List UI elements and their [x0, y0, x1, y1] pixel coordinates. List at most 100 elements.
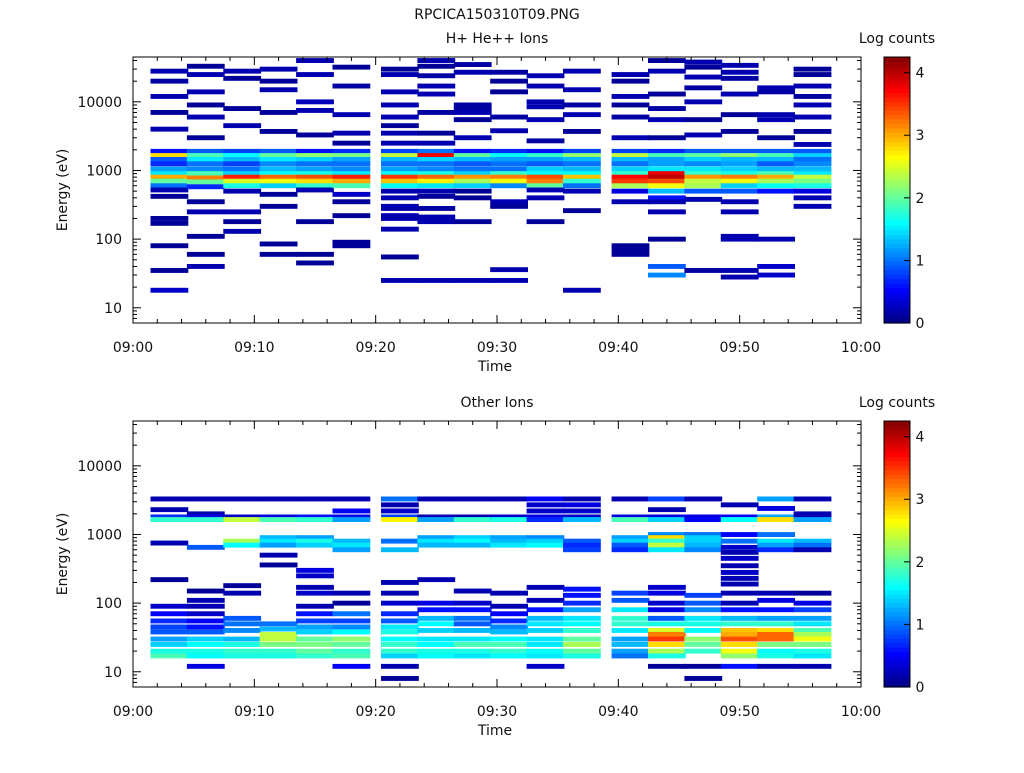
colorbar-segment [884, 70, 910, 76]
heatmap-cell [381, 611, 419, 617]
heatmap-cell [223, 642, 262, 647]
colorbar-segment [884, 438, 910, 444]
colorbar-segment [884, 203, 910, 209]
heatmap-cell [648, 600, 686, 606]
heatmap-cell [332, 590, 371, 596]
colorbar-segment [884, 647, 910, 653]
heatmap-cell [453, 615, 492, 621]
heatmap-cell [259, 562, 298, 568]
heatmap-cell [150, 78, 189, 84]
heatmap-cell [150, 577, 189, 583]
heatmap-cell [381, 618, 419, 624]
heatmap-cell [259, 642, 298, 647]
heatmap-cell [332, 618, 371, 624]
colorbar-segment [884, 452, 910, 458]
heatmap-cell [186, 72, 225, 77]
heatmap-cell [453, 538, 492, 544]
heatmap-cell [611, 535, 650, 541]
heatmap-cell [381, 166, 419, 172]
heatmap-cell [296, 573, 334, 579]
heatmap-cell [417, 642, 456, 647]
heatmap-cell [186, 184, 225, 190]
colorbar-segment [884, 136, 910, 142]
heatmap-cell [381, 514, 419, 520]
heatmap-cell [453, 161, 492, 167]
heatmap-cell [490, 89, 528, 95]
heatmap-cell [381, 195, 419, 201]
heatmap-cell [490, 157, 528, 162]
heatmap-cell [296, 174, 334, 180]
x-tick-label: 09:00 [113, 340, 153, 356]
heatmap-cell [186, 663, 225, 669]
heatmap-cell [381, 213, 419, 219]
heatmap-cell [684, 592, 723, 598]
heatmap-cell [223, 542, 262, 548]
heatmap-cell [296, 187, 334, 193]
x-tick-label: 09:10 [234, 340, 274, 356]
heatmap-cell [793, 628, 832, 633]
heatmap-cell [757, 178, 795, 184]
colorbar-segment [884, 243, 910, 249]
heatmap-cell [757, 171, 795, 177]
heatmap-cell [296, 567, 334, 573]
colorbar-segment [884, 141, 910, 147]
heatmap-cell [453, 62, 492, 67]
heatmap-cell [648, 615, 686, 621]
heatmap-cell [526, 514, 565, 520]
heatmap-cell [720, 153, 759, 158]
heatmap-cell [720, 112, 759, 118]
colorbar-label: Log counts [859, 31, 935, 47]
heatmap-cell [757, 153, 795, 158]
heatmap-cell [223, 628, 262, 633]
heatmap-cell [150, 611, 189, 617]
heatmap-cell [417, 517, 456, 522]
heatmap-cell [611, 153, 650, 158]
heatmap-cell [648, 648, 686, 654]
heatmap-cell [381, 153, 419, 158]
heatmap-cell [611, 199, 650, 205]
heatmap-cell [720, 69, 759, 75]
colorbar-segment [884, 518, 910, 524]
heatmap-cell [417, 653, 456, 659]
heatmap-cell [757, 663, 795, 669]
heatmap-cell [490, 278, 528, 283]
heatmap-cell [563, 112, 601, 118]
heatmap-cell [526, 153, 565, 158]
heatmap-cell [296, 542, 334, 548]
heatmap-cell [150, 636, 189, 642]
colorbar-segment [884, 114, 910, 120]
x-tick-label: 09:50 [719, 704, 759, 720]
colorbar-segment [884, 167, 910, 173]
colorbar-segment [884, 669, 910, 675]
heatmap-cell [684, 538, 723, 544]
heatmap-cell [417, 496, 456, 502]
heatmap-cell [332, 83, 371, 89]
heatmap-cell [720, 607, 759, 613]
heatmap-cell [381, 206, 419, 211]
heatmap-cell [223, 209, 262, 215]
heatmap-cell [453, 102, 492, 108]
heatmap-cell [757, 547, 795, 553]
heatmap-cell [793, 161, 832, 167]
heatmap-cell [757, 117, 795, 123]
heatmap-cell [526, 535, 565, 541]
heatmap-cell [332, 161, 371, 167]
heatmap-cell [417, 535, 456, 541]
heatmap-cell [757, 135, 795, 141]
heatmap-cell [720, 236, 759, 242]
colorbar-segment [884, 607, 910, 613]
heatmap-cell [757, 532, 795, 537]
heatmap-cell [490, 178, 528, 184]
heatmap-cell [684, 117, 723, 123]
colorbar-segment [884, 305, 910, 311]
colorbar-segment [884, 123, 910, 129]
heatmap-cell [381, 89, 419, 95]
heatmap-cell [186, 517, 225, 522]
colorbar-segment [884, 554, 910, 560]
heatmap-cell [648, 183, 686, 189]
heatmap-cell [381, 538, 419, 544]
heatmap-cell [223, 219, 262, 225]
heatmap-cell [684, 676, 723, 681]
heatmap-cell [259, 496, 298, 502]
heatmap-cell [150, 268, 189, 273]
